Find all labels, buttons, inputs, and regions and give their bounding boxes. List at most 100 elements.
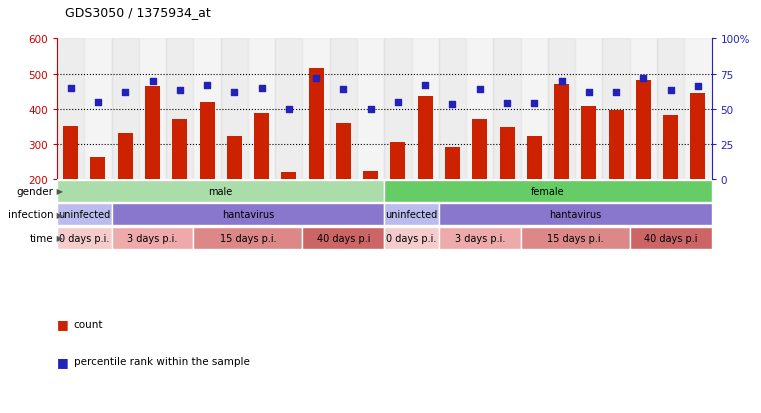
Bar (336, 124, 351, 180)
Text: ▶: ▶ (54, 210, 63, 219)
Text: ■: ■ (57, 355, 68, 368)
Bar (84, 39, 112, 180)
Bar (199, 102, 215, 180)
Bar (554, 85, 569, 180)
Bar (684, 39, 712, 180)
Bar (384, 228, 439, 249)
Bar (690, 94, 705, 180)
Point (310, 75, 322, 82)
Bar (636, 81, 651, 180)
Bar (275, 39, 303, 180)
Bar (630, 228, 712, 249)
Bar (193, 228, 303, 249)
Bar (303, 228, 384, 249)
Bar (91, 157, 106, 180)
Point (119, 89, 132, 96)
Text: 3 days p.i.: 3 days p.i. (454, 233, 505, 243)
Text: ▶: ▶ (54, 234, 63, 243)
Point (337, 86, 349, 93)
Point (65, 85, 77, 92)
Bar (384, 204, 439, 225)
Text: ■: ■ (57, 318, 68, 331)
Text: female: female (531, 186, 565, 196)
Bar (493, 39, 521, 180)
Bar (57, 228, 112, 249)
Bar (172, 120, 187, 180)
Point (201, 82, 213, 89)
Bar (609, 111, 623, 180)
Point (637, 75, 649, 82)
Text: 0 days p.i.: 0 days p.i. (59, 233, 110, 243)
Bar (363, 171, 378, 180)
Point (146, 78, 158, 85)
Point (610, 89, 622, 96)
Point (664, 88, 677, 95)
Bar (63, 127, 78, 180)
Bar (439, 39, 466, 180)
Bar (282, 173, 296, 180)
Point (228, 89, 240, 96)
Text: 40 days p.i: 40 days p.i (644, 233, 697, 243)
Text: time: time (30, 233, 53, 243)
Bar (112, 39, 139, 180)
Bar (139, 39, 166, 180)
Text: ▶: ▶ (54, 187, 63, 196)
Bar (57, 180, 384, 202)
Bar (384, 180, 712, 202)
Bar (663, 116, 678, 180)
Bar (227, 136, 242, 180)
Bar (254, 114, 269, 180)
Bar (603, 39, 630, 180)
Bar (418, 97, 433, 180)
Text: gender: gender (16, 186, 53, 196)
Bar (330, 39, 357, 180)
Bar (445, 148, 460, 180)
Point (256, 85, 268, 92)
Text: GDS3050 / 1375934_at: GDS3050 / 1375934_at (65, 6, 211, 19)
Point (392, 99, 404, 106)
Bar (193, 39, 221, 180)
Bar (145, 87, 160, 180)
Text: 40 days p.i: 40 days p.i (317, 233, 370, 243)
Text: uninfected: uninfected (386, 210, 438, 220)
Bar (118, 134, 132, 180)
Text: hantavirus: hantavirus (549, 210, 601, 220)
Point (473, 86, 486, 93)
Text: 15 days p.i.: 15 days p.i. (547, 233, 603, 243)
Bar (112, 204, 384, 225)
Bar (527, 136, 542, 180)
Bar (521, 39, 548, 180)
Bar (575, 39, 603, 180)
Bar (466, 39, 493, 180)
Bar (473, 119, 487, 180)
Text: percentile rank within the sample: percentile rank within the sample (74, 356, 250, 366)
Bar (390, 143, 406, 180)
Bar (57, 39, 84, 180)
Bar (499, 128, 514, 180)
Bar (581, 107, 597, 180)
Point (583, 89, 595, 96)
Point (501, 100, 513, 107)
Point (283, 106, 295, 113)
Text: 0 days p.i.: 0 days p.i. (387, 233, 437, 243)
Bar (57, 204, 112, 225)
Bar (166, 39, 193, 180)
Point (174, 88, 186, 95)
Text: uninfected: uninfected (59, 210, 110, 220)
Point (528, 100, 540, 107)
Text: infection: infection (8, 210, 53, 220)
Bar (303, 39, 330, 180)
Point (365, 106, 377, 113)
Text: hantavirus: hantavirus (222, 210, 274, 220)
Text: 3 days p.i.: 3 days p.i. (127, 233, 178, 243)
Point (556, 78, 568, 85)
Point (419, 82, 431, 89)
Bar (112, 228, 193, 249)
Bar (521, 228, 630, 249)
Bar (384, 39, 412, 180)
Bar (657, 39, 684, 180)
Bar (221, 39, 248, 180)
Bar (412, 39, 439, 180)
Bar (548, 39, 575, 180)
Bar (248, 39, 275, 180)
